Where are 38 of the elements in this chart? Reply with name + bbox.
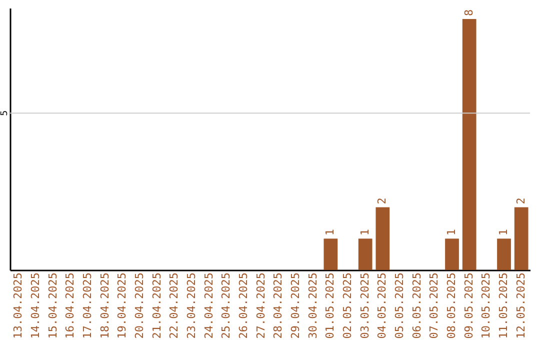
x-tick-label: 21.04.2025 — [150, 272, 164, 339]
x-tick-label: 18.04.2025 — [98, 272, 112, 339]
x-tick-label: 25.04.2025 — [220, 272, 233, 339]
x-tick-label: 23.04.2025 — [185, 272, 198, 339]
ref-line-label: 5 — [0, 110, 10, 116]
x-tick-label: 06.05.2025 — [410, 272, 424, 339]
data-label: 1 — [497, 229, 510, 236]
x-tick-label: 08.05.2025 — [445, 272, 458, 339]
x-tick-label: 15.04.2025 — [46, 272, 60, 339]
x-tick-label: 14.04.2025 — [29, 272, 42, 339]
x-tick-label: 13.04.2025 — [12, 272, 25, 339]
x-tick-label: 26.04.2025 — [237, 272, 250, 339]
x-tick-label: 11.05.2025 — [497, 272, 510, 339]
x-tick-label: 24.04.2025 — [202, 272, 216, 339]
x-tick-label: 09.05.2025 — [462, 272, 476, 339]
x-tick-label: 01.05.2025 — [324, 272, 337, 339]
x-tick-label: 16.04.2025 — [64, 272, 77, 339]
x-tick-label: 29.04.2025 — [289, 272, 302, 339]
x-tick-label: 20.04.2025 — [133, 272, 146, 339]
data-label: 2 — [376, 198, 389, 204]
x-tick-label: 19.04.2025 — [116, 272, 129, 339]
x-tick-label: 28.04.2025 — [272, 272, 285, 339]
x-tick-label: 03.05.2025 — [358, 272, 372, 339]
x-tick-label: 02.05.2025 — [341, 272, 354, 339]
data-label: 8 — [462, 9, 476, 16]
x-tick-label: 05.05.2025 — [393, 272, 406, 339]
data-label: 1 — [358, 229, 372, 236]
x-tick-label: 12.05.2025 — [514, 272, 528, 339]
x-tick-label: 17.04.2025 — [81, 272, 94, 339]
x-tick-label: 27.04.2025 — [254, 272, 268, 339]
x-tick-label: 10.05.2025 — [480, 272, 493, 339]
data-label: 1 — [324, 229, 337, 236]
x-tick-label: 22.04.2025 — [168, 272, 181, 339]
x-tick-label: 07.05.2025 — [428, 272, 441, 339]
data-label: 2 — [514, 198, 528, 204]
data-label: 1 — [445, 229, 458, 236]
x-tick-label: 04.05.2025 — [376, 272, 389, 339]
x-tick-label: 30.04.2025 — [306, 272, 320, 339]
